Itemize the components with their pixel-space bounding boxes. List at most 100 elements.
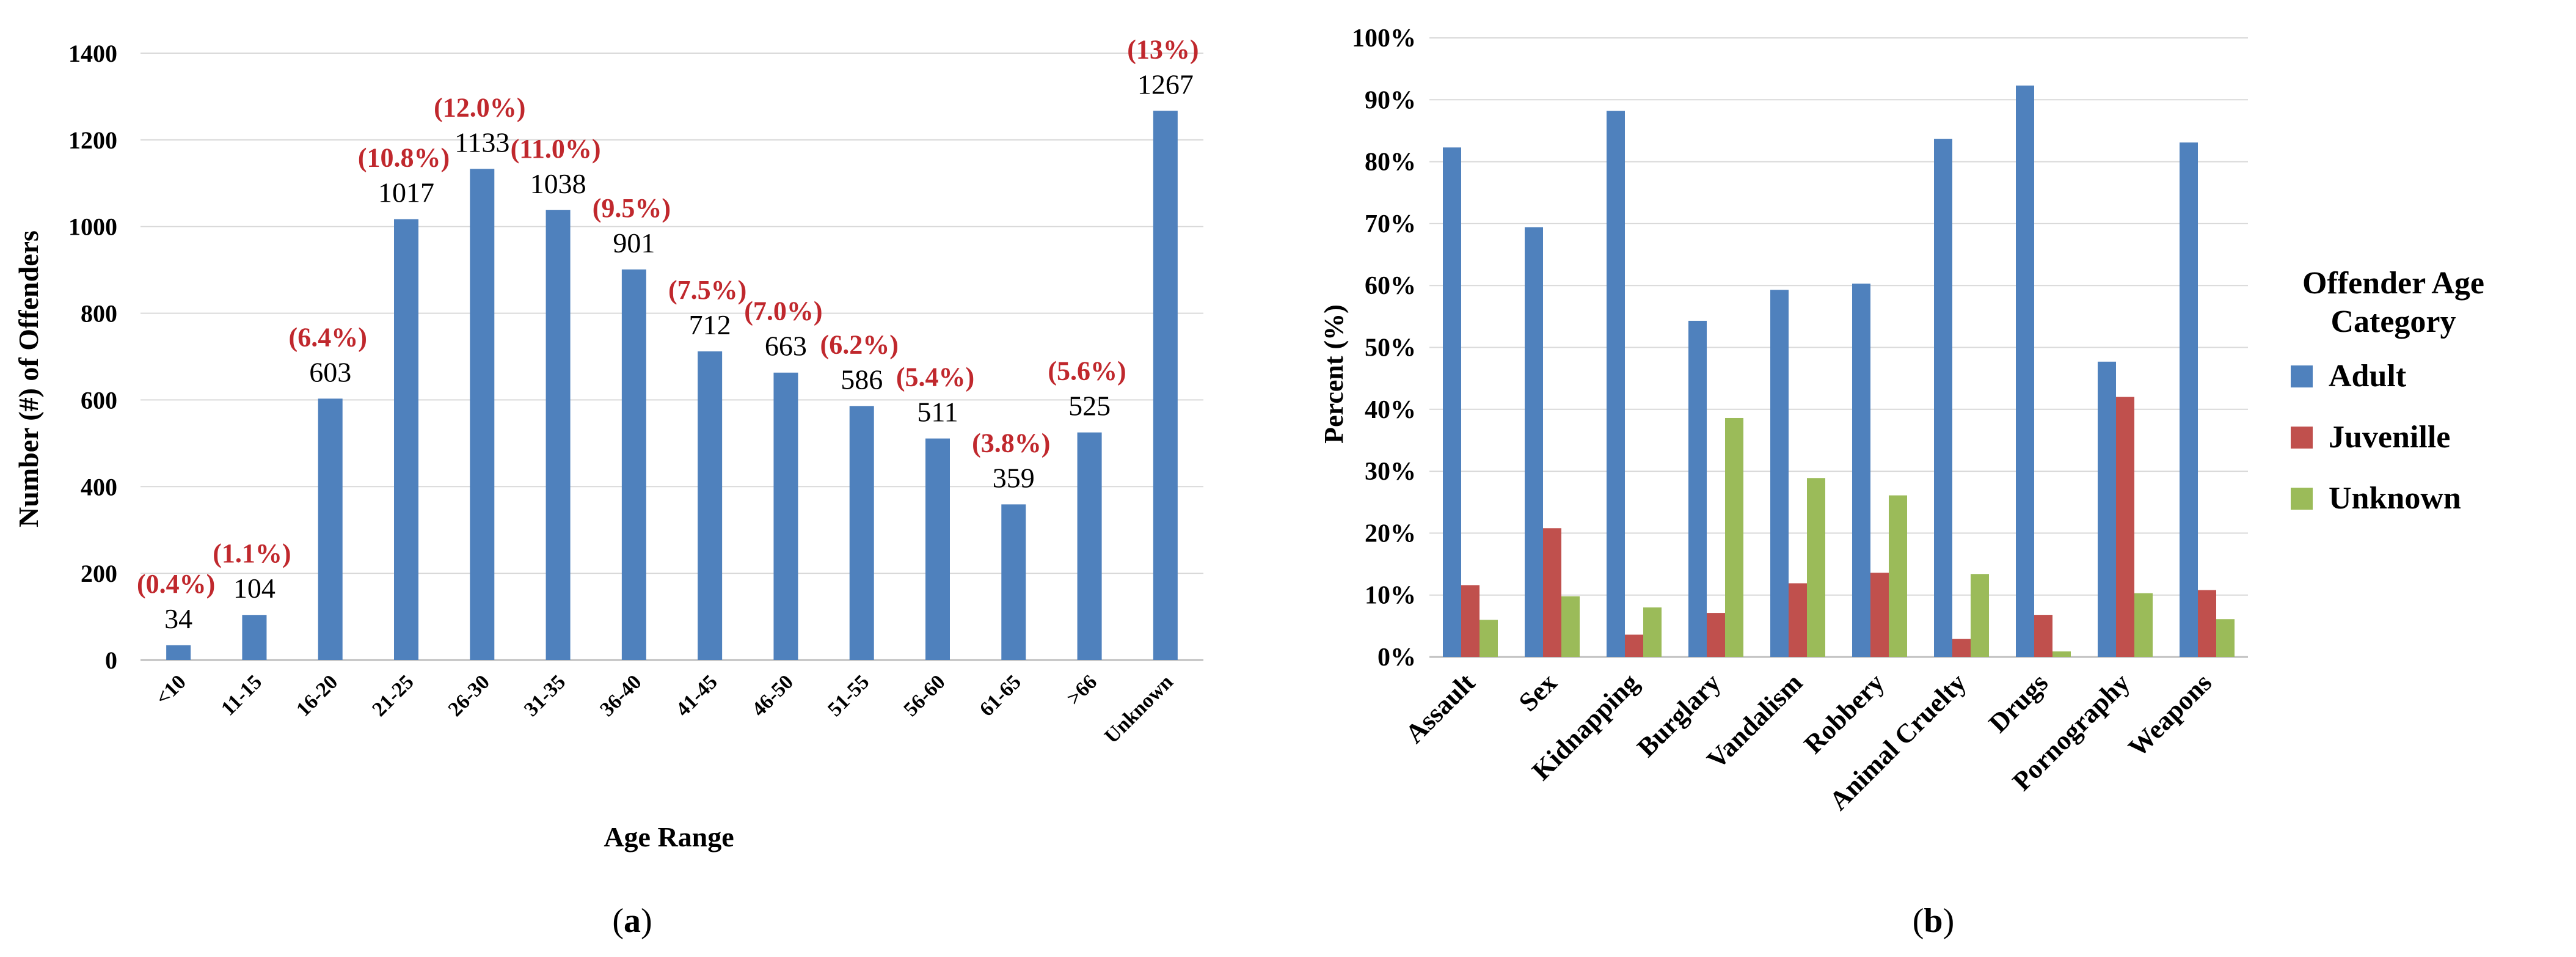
legend-label-juvenille: Juvenille: [2329, 420, 2450, 455]
bar-b-juvenille-9: [2198, 590, 2216, 657]
chart-b-panel-label: (b): [1913, 902, 1954, 940]
bar-b-unknown-1: [1561, 596, 1580, 657]
y-tick-b-90: 90%: [1365, 86, 1416, 114]
chart-b-y-axis-label: Percent (%): [1319, 304, 1349, 444]
value-label-a-12: 525: [1068, 391, 1111, 422]
bar-b-unknown-4: [1807, 478, 1825, 657]
legend-swatch-unknown: [2291, 488, 2313, 510]
bar-b-adult-0: [1443, 147, 1461, 657]
chart-b-panel-letter: b: [1924, 902, 1943, 940]
y-tick-b-10: 10%: [1365, 582, 1416, 610]
x-tick-b-1: Sex: [1513, 667, 1563, 717]
y-tick-a-600: 600: [81, 386, 117, 414]
bar-b-unknown-5: [1889, 495, 1907, 657]
x-tick-a-2: 16-20: [292, 670, 342, 721]
percent-label-a-8: (7.0%): [744, 296, 822, 326]
legend-items: Adult Juvenille Unknown: [2291, 359, 2461, 516]
percent-label-a-3: (10.8%): [358, 143, 450, 173]
bar-a-7: [698, 351, 723, 660]
y-tick-b-60: 60%: [1365, 272, 1416, 300]
value-label-a-5: 1038: [530, 168, 586, 199]
bar-b-adult-6: [1934, 139, 1952, 657]
x-tick-a-12: >66: [1062, 670, 1101, 710]
percent-label-a-5: (11.0%): [511, 134, 601, 164]
bar-b-juvenille-4: [1789, 583, 1807, 657]
percent-label-a-9: (6.2%): [820, 329, 899, 359]
x-tick-a-10: 56-60: [899, 670, 949, 721]
y-tick-a-1200: 1200: [68, 127, 117, 154]
y-tick-a-400: 400: [81, 473, 117, 501]
percent-label-a-7: (7.5%): [668, 275, 746, 305]
percent-label-a-2: (6.4%): [289, 322, 367, 352]
y-tick-b-40: 40%: [1365, 396, 1416, 424]
bar-a-3: [394, 219, 418, 660]
x-tick-a-0: <10: [151, 670, 191, 710]
chart-a: 0 200 400 600 800 1000 1200 1400 <10 11-15 16-20 2…: [13, 34, 1203, 940]
value-label-a-1: 104: [233, 573, 275, 604]
legend-swatch-adult: [2291, 365, 2313, 387]
y-tick-b-20: 20%: [1365, 519, 1416, 548]
y-tick-a-1400: 1400: [68, 40, 117, 67]
chart-a-value-labels: 34 104 603 1017 1133 1038 901 712 663 586 511 359 52…: [164, 68, 1194, 634]
bar-a-12: [1077, 432, 1102, 660]
value-label-a-8: 663: [765, 331, 807, 362]
bar-b-adult-7: [2016, 86, 2034, 658]
y-tick-a-1000: 1000: [68, 213, 117, 241]
y-tick-b-30: 30%: [1365, 458, 1416, 486]
percent-label-a-13: (13%): [1127, 34, 1199, 64]
y-tick-a-200: 200: [81, 560, 117, 587]
x-tick-a-7: 41-45: [672, 670, 722, 721]
bar-b-juvenille-2: [1625, 634, 1643, 657]
chart-a-y-tick-labels: 0 200 400 600 800 1000 1200 1400: [68, 40, 117, 674]
bar-b-adult-2: [1607, 111, 1625, 657]
bar-b-unknown-6: [1971, 574, 1989, 657]
legend-title-line-1: Offender Age: [2302, 266, 2484, 301]
chart-a-x-axis-label: Age Range: [604, 821, 734, 853]
bar-b-unknown-3: [1725, 417, 1743, 657]
bar-b-juvenille-3: [1707, 613, 1725, 657]
value-label-a-3: 1017: [378, 177, 434, 208]
y-tick-a-800: 800: [81, 300, 117, 328]
bar-a-9: [849, 406, 874, 660]
x-tick-a-9: 51-55: [823, 670, 874, 721]
percent-label-a-0: (0.4%): [137, 569, 215, 599]
bar-b-juvenille-6: [1952, 639, 1971, 657]
y-tick-b-100: 100%: [1352, 24, 1416, 53]
legend-title-line-2: Category: [2330, 304, 2456, 339]
percent-label-a-10: (5.4%): [896, 362, 974, 392]
x-tick-a-8: 46-50: [748, 670, 798, 721]
x-tick-a-11: 61-65: [976, 670, 1026, 721]
bar-b-juvenille-5: [1870, 573, 1889, 657]
percent-label-a-1: (1.1%): [213, 538, 291, 568]
legend-label-adult: Adult: [2329, 359, 2407, 394]
legend-label-unknown: Unknown: [2329, 481, 2461, 516]
bar-b-juvenille-8: [2116, 397, 2134, 657]
bar-a-5: [545, 210, 571, 660]
y-tick-b-80: 80%: [1365, 148, 1416, 177]
x-tick-b-9: Weapons: [2122, 667, 2217, 763]
value-label-a-4: 1133: [454, 127, 509, 158]
bar-b-unknown-7: [2052, 651, 2071, 657]
chart-a-bars: [166, 111, 1178, 660]
value-label-a-7: 712: [689, 309, 731, 340]
y-tick-b-70: 70%: [1365, 210, 1416, 238]
bar-b-adult-4: [1770, 290, 1789, 657]
x-tick-a-5: 31-35: [520, 670, 570, 721]
chart-a-gridlines: [140, 53, 1203, 574]
x-tick-b-0: Assault: [1399, 667, 1481, 749]
chart-b-bars: [1443, 86, 2235, 658]
bar-a-1: [242, 615, 267, 660]
x-tick-a-4: 26-30: [444, 670, 494, 721]
bar-a-13: [1153, 111, 1178, 660]
chart-a-percent-labels: (0.4%)(1.1%) (6.4%) (10.8%) (12.0%) (11.0%) (…: [137, 34, 1199, 599]
bar-b-unknown-8: [2134, 593, 2153, 657]
chart-a-x-tick-labels: <10 11-15 16-20 21-25 26-30 31-35 36-40 41-45 46…: [151, 670, 1178, 747]
chart-b-x-tick-labels: Assault SexKidnappingBurglaryVandalismRob…: [1399, 667, 2217, 816]
chart-a-y-axis-label: Number (#) of Offenders: [13, 230, 44, 527]
bar-b-juvenille-1: [1543, 528, 1561, 657]
x-tick-a-13: Unknown: [1100, 670, 1177, 747]
bar-a-2: [318, 398, 343, 660]
percent-label-a-4: (12.0%): [434, 92, 525, 122]
value-label-a-13: 1267: [1137, 68, 1194, 100]
y-tick-a-0: 0: [105, 647, 117, 674]
